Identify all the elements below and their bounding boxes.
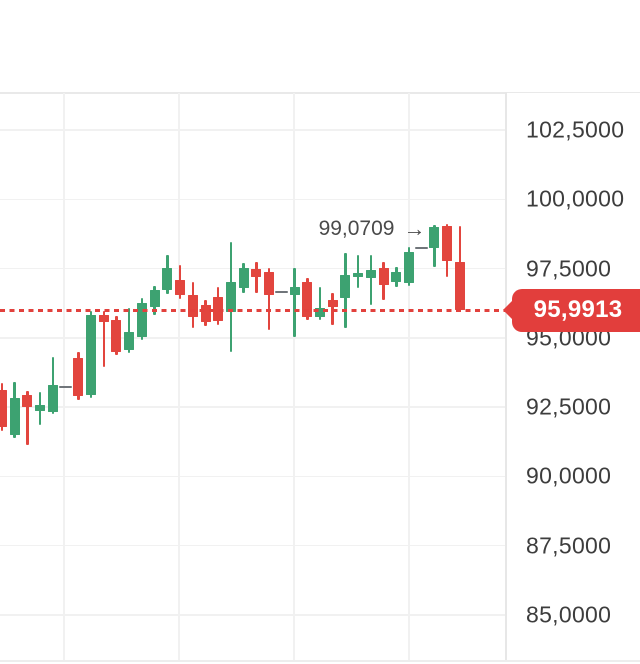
- price-axis-border: [505, 92, 507, 660]
- candle[interactable]: [327, 300, 338, 308]
- gridline-horizontal: [0, 544, 505, 547]
- candle-wick: [331, 292, 334, 325]
- candle[interactable]: [47, 384, 58, 413]
- candle-wick: [318, 286, 322, 321]
- axis-tick-label: 100,0000: [526, 185, 625, 212]
- candle[interactable]: [35, 405, 46, 411]
- gridline-horizontal: [0, 337, 505, 339]
- candle[interactable]: [86, 314, 97, 395]
- gridline-horizontal: [0, 475, 505, 478]
- candle[interactable]: [9, 397, 20, 436]
- candle[interactable]: [365, 269, 376, 278]
- gridline-horizontal: [0, 614, 505, 616]
- candle[interactable]: [124, 332, 135, 350]
- candle-wick: [356, 254, 360, 288]
- axis-tick-label: 92,5000: [526, 393, 612, 420]
- candle[interactable]: [162, 267, 173, 290]
- candle-wick: [293, 267, 296, 337]
- candle[interactable]: [98, 314, 109, 323]
- candle[interactable]: [136, 302, 147, 337]
- gridline-horizontal: [0, 198, 505, 201]
- candle[interactable]: [175, 279, 186, 295]
- price-axis[interactable]: 102,5000 100,0000 97,5000 95,0000 92,5000 90,…: [507, 93, 640, 660]
- gridline-horizontal: [0, 406, 505, 408]
- candle[interactable]: [264, 271, 275, 295]
- candle[interactable]: [149, 289, 160, 308]
- candle[interactable]: [200, 305, 211, 323]
- candle-flat[interactable]: [415, 246, 429, 250]
- candle[interactable]: [404, 251, 415, 283]
- gridline-vertical: [63, 93, 65, 660]
- current-price-value: 95,9913: [533, 296, 623, 324]
- current-price-badge: 95,9913: [512, 288, 640, 332]
- candle[interactable]: [315, 307, 325, 318]
- gridline-vertical: [408, 93, 410, 660]
- annotation-value: 99,0709: [318, 217, 395, 241]
- current-price-line: [0, 309, 505, 312]
- high-price-annotation: 99,0709 →: [319, 217, 426, 241]
- candle[interactable]: [391, 271, 402, 282]
- gridline-vertical: [178, 93, 180, 660]
- candle[interactable]: [454, 261, 465, 311]
- candle[interactable]: [353, 272, 364, 278]
- candle-wick: [369, 254, 373, 306]
- chart-top-border: [0, 92, 640, 94]
- candle[interactable]: [225, 281, 236, 313]
- candle-flat[interactable]: [275, 290, 289, 294]
- candle[interactable]: [111, 320, 122, 352]
- axis-tick-label: 87,5000: [526, 532, 612, 559]
- arrow-right-icon: →: [403, 216, 426, 242]
- candlestick-chart[interactable]: [0, 92, 640, 660]
- chart-bottom-border: [0, 660, 640, 662]
- candle-flat[interactable]: [59, 385, 73, 389]
- candle[interactable]: [73, 358, 84, 396]
- axis-tick-label: 90,0000: [526, 462, 612, 489]
- gridline-vertical: [293, 93, 295, 660]
- candle[interactable]: [340, 274, 351, 298]
- candle[interactable]: [289, 286, 300, 295]
- candle[interactable]: [187, 294, 198, 318]
- axis-tick-label: 102,5000: [526, 116, 625, 143]
- candle-wick: [255, 261, 258, 293]
- candle-wick: [26, 391, 29, 446]
- candle[interactable]: [429, 226, 440, 249]
- candle[interactable]: [251, 269, 262, 278]
- gridline-horizontal: [0, 267, 505, 270]
- current-price-badge-pointer: [503, 298, 514, 321]
- candle[interactable]: [0, 389, 7, 428]
- candle[interactable]: [442, 226, 453, 261]
- axis-tick-label: 97,5000: [526, 255, 612, 282]
- axis-tick-label: 85,0000: [526, 601, 612, 628]
- candle[interactable]: [378, 267, 389, 285]
- candle[interactable]: [238, 267, 249, 288]
- candle-wick: [267, 267, 271, 331]
- candle[interactable]: [302, 281, 313, 318]
- candle-wick: [127, 307, 131, 354]
- candle[interactable]: [22, 394, 33, 408]
- candle-wick: [102, 310, 105, 367]
- gridline-horizontal: [0, 129, 505, 131]
